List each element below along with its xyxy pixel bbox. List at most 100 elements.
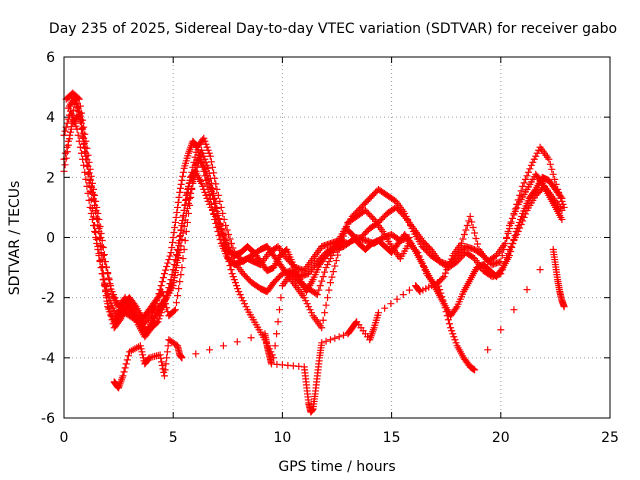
data-point <box>160 270 168 278</box>
data-point <box>225 230 233 238</box>
data-point <box>99 276 107 284</box>
data-point <box>179 255 187 263</box>
data-point <box>444 316 452 324</box>
data-point <box>399 211 407 219</box>
data-point <box>184 199 192 207</box>
data-point <box>558 194 566 202</box>
chart-title: Day 235 of 2025, Sidereal Day-to-day VTE… <box>49 21 617 37</box>
y-tick-label: 2 <box>46 170 55 186</box>
data-point <box>124 352 132 360</box>
data-point <box>101 288 109 296</box>
data-point <box>228 270 236 278</box>
data-point <box>200 152 208 160</box>
data-point <box>205 149 213 157</box>
data-point <box>507 219 515 227</box>
data-point <box>445 320 453 328</box>
data-point <box>82 152 90 160</box>
data-point <box>171 223 179 231</box>
data-point <box>107 285 115 293</box>
data-point <box>91 191 99 199</box>
data-point <box>241 300 249 308</box>
data-point <box>175 254 183 262</box>
data-point <box>176 188 184 196</box>
data-point <box>526 165 534 173</box>
data-point <box>84 170 92 178</box>
data-point <box>452 339 460 347</box>
data-point <box>77 149 85 157</box>
data-point <box>452 304 460 312</box>
data-point <box>229 244 237 252</box>
data-point <box>324 261 332 269</box>
data-point <box>216 197 224 205</box>
data-point <box>108 316 116 324</box>
data-point <box>120 368 128 376</box>
data-point <box>176 249 184 257</box>
data-point <box>318 339 326 347</box>
plot-frame <box>63 56 611 419</box>
data-point <box>213 185 221 193</box>
data-point <box>202 167 210 175</box>
data-point <box>98 270 106 278</box>
data-point <box>72 122 80 130</box>
data-point <box>100 251 108 259</box>
data-point <box>77 116 85 124</box>
data-point <box>198 179 206 187</box>
data-point <box>154 318 162 326</box>
data-point <box>471 366 479 374</box>
data-point <box>233 338 241 346</box>
data-point <box>325 286 333 294</box>
data-point <box>316 282 324 290</box>
data-point <box>178 236 186 244</box>
data-point <box>177 271 185 279</box>
data-point <box>523 286 531 294</box>
data-point <box>520 179 528 187</box>
data-point <box>192 167 200 175</box>
data-point <box>107 312 115 320</box>
data-point <box>156 351 164 359</box>
data-point <box>501 258 509 266</box>
data-point <box>131 301 139 309</box>
data-point <box>247 334 255 342</box>
data-point <box>167 249 175 257</box>
data-point <box>441 304 449 312</box>
data-point <box>160 372 168 380</box>
data-point <box>238 294 246 302</box>
data-point <box>79 155 87 163</box>
data-point <box>87 209 95 217</box>
data-points <box>60 89 568 416</box>
data-point <box>501 240 509 248</box>
data-point <box>466 212 474 220</box>
data-point <box>319 273 327 281</box>
data-point <box>507 243 515 251</box>
data-point <box>331 334 339 342</box>
data-point <box>91 221 99 229</box>
data-point <box>83 161 91 169</box>
data-point <box>326 255 334 263</box>
data-point <box>214 211 222 219</box>
data-point <box>170 228 178 236</box>
data-point <box>222 221 230 229</box>
data-point <box>203 143 211 151</box>
data-point <box>387 300 395 308</box>
data-point <box>233 282 241 290</box>
data-point <box>328 273 336 281</box>
data-point <box>172 264 180 272</box>
data-point <box>517 187 525 195</box>
data-point <box>527 161 535 169</box>
data-point <box>546 160 554 168</box>
data-point <box>321 309 329 317</box>
data-point <box>325 258 333 266</box>
data-point <box>72 96 80 104</box>
data-point <box>100 282 108 290</box>
data-point <box>274 318 282 326</box>
data-point <box>206 346 214 354</box>
series-track-c <box>62 89 568 341</box>
data-point <box>374 309 382 317</box>
x-tick-label: 15 <box>383 430 401 446</box>
data-point <box>91 227 99 235</box>
data-point <box>319 316 327 324</box>
data-point <box>449 330 457 338</box>
data-point <box>80 134 88 142</box>
data-point <box>519 182 527 190</box>
data-point <box>219 342 227 350</box>
